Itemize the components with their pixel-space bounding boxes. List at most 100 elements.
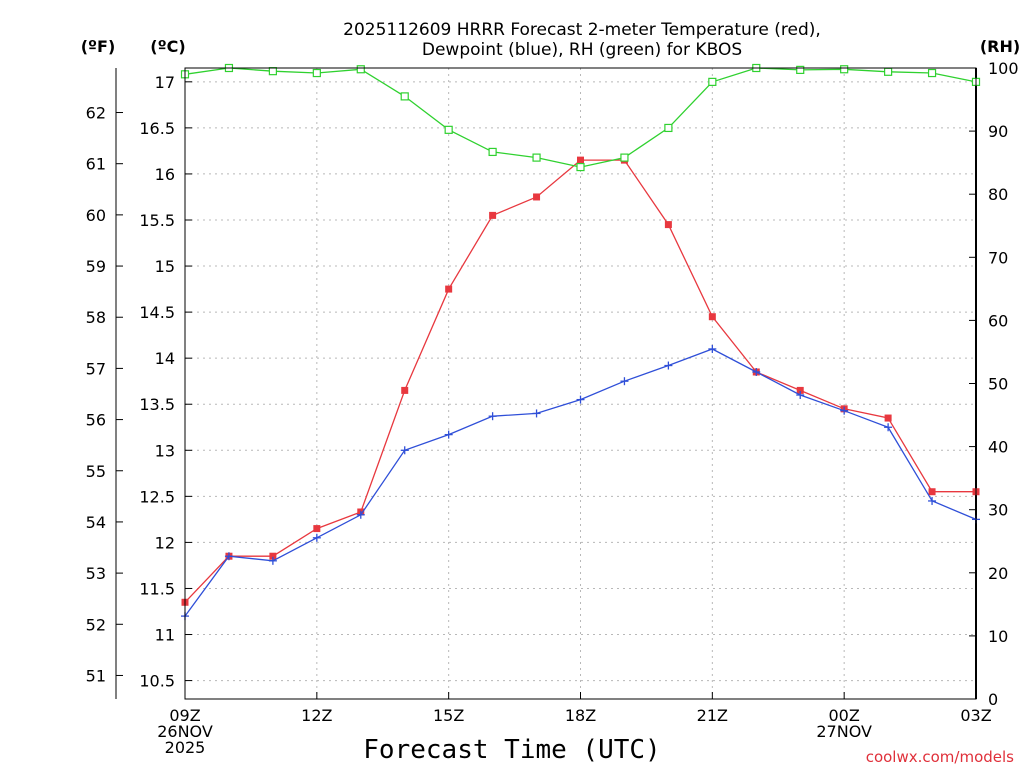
series-rh	[180, 63, 981, 172]
fahrenheit-axis: 51 52 53 54 55 56 57 58 59 60 61 62	[86, 68, 123, 699]
rh-point	[796, 65, 805, 74]
rh-point	[488, 147, 497, 157]
celsius-tick-label: 16	[155, 165, 175, 184]
temperature-point	[269, 552, 277, 560]
celsius-tick-label: 15	[155, 257, 175, 276]
x-tick-label: 15Z	[433, 706, 464, 725]
celsius-unit-label: (ºC)	[150, 37, 185, 56]
fahrenheit-tick-label: 62	[86, 104, 106, 123]
temperature-point	[928, 488, 936, 496]
dewpoint-point	[752, 367, 761, 376]
rh-tick-label: 70	[988, 248, 1008, 267]
celsius-tick-label: 12	[155, 533, 175, 552]
chart-title-line-1: 2025112609 HRRR Forecast 2-meter Tempera…	[343, 20, 821, 40]
dewpoint-point	[884, 423, 893, 432]
x-tick-label: 2025	[165, 738, 206, 757]
rh-point	[840, 65, 849, 74]
fahrenheit-tick-label: 53	[86, 564, 106, 583]
rh-point	[664, 123, 673, 133]
x-tick-label: 09Z	[169, 706, 200, 725]
fahrenheit-tick-label: 52	[86, 615, 106, 634]
temperature-point	[533, 193, 541, 201]
rh-tick-label: 100	[988, 59, 1019, 78]
temperature-point	[664, 221, 672, 229]
credit-text: coolwx.com/models	[866, 748, 1014, 766]
dewpoint-point	[400, 446, 409, 455]
temperature-point	[884, 414, 892, 422]
series-layer	[180, 63, 981, 621]
dewpoint-point	[664, 361, 673, 370]
rh-tick-label: 60	[988, 311, 1008, 330]
temperature-point	[489, 211, 497, 219]
fahrenheit-tick-label: 56	[86, 411, 106, 430]
rh-point	[312, 68, 321, 78]
celsius-tick-label: 14.5	[139, 303, 175, 322]
x-tick-label: 27NOV	[816, 722, 872, 741]
dewpoint-point	[840, 406, 849, 415]
rh-tick-label: 50	[988, 375, 1008, 394]
x-tick-label: 26NOV	[157, 722, 213, 741]
fahrenheit-tick-label: 60	[86, 206, 106, 225]
rh-point	[268, 67, 277, 76]
dewpoint-point	[488, 412, 497, 421]
x-tick-label: 00Z	[829, 706, 860, 725]
celsius-axis: 10.5 11 11.5 12 12.5 13 13.5 14 14.5 15 15.5 16 16.5…	[139, 73, 192, 691]
chart-title-line-2: Dewpoint (blue), RH (green) for KBOS	[422, 40, 742, 60]
x-tick-label: 21Z	[697, 706, 728, 725]
fahrenheit-tick-label: 51	[86, 666, 106, 685]
rh-point	[620, 153, 629, 162]
celsius-tick-label: 12.5	[139, 487, 175, 506]
temperature-point	[401, 386, 409, 394]
rh-point	[356, 65, 365, 74]
fahrenheit-tick-label: 54	[86, 513, 106, 532]
rh-point	[444, 125, 453, 134]
plot-frame	[184, 67, 977, 700]
dewpoint-point	[356, 510, 365, 519]
dewpoint-point	[708, 344, 717, 353]
celsius-tick-label: 13.5	[139, 395, 175, 414]
celsius-tick-label: 17	[155, 73, 175, 92]
rh-tick-label: 30	[988, 501, 1008, 520]
rh-tick-label: 10	[988, 627, 1008, 646]
fahrenheit-tick-label: 59	[86, 257, 106, 276]
x-tick-label: 18Z	[565, 706, 596, 725]
celsius-tick-label: 11.5	[139, 579, 175, 598]
rh-tick-label: 0	[988, 690, 998, 709]
rh-point	[532, 153, 541, 162]
fahrenheit-tick-label: 55	[86, 462, 106, 481]
dewpoint-point	[796, 391, 805, 400]
dewpoint-point	[532, 409, 541, 418]
rh-tick-label: 80	[988, 185, 1008, 204]
x-tick-label: 03Z	[960, 706, 991, 725]
temperature-point	[445, 285, 453, 293]
rh-point	[927, 68, 937, 78]
temperature-point	[313, 525, 321, 533]
rh-unit-label: (RH)	[980, 37, 1020, 56]
celsius-tick-label: 16.5	[139, 119, 175, 138]
fahrenheit-unit-label: (ºF)	[81, 37, 116, 56]
celsius-tick-label: 10.5	[139, 672, 175, 691]
rh-point	[576, 162, 585, 172]
temperature-point	[708, 313, 716, 321]
temperature-point	[796, 386, 804, 394]
dewpoint-point	[576, 395, 585, 404]
series-dewpoint	[181, 344, 980, 621]
fahrenheit-tick-label: 57	[86, 359, 106, 378]
fahrenheit-tick-label: 61	[86, 155, 106, 174]
x-tick-label: 12Z	[301, 706, 332, 725]
celsius-tick-label: 13	[155, 441, 175, 460]
rh-point	[884, 67, 893, 76]
dewpoint-point	[928, 496, 937, 505]
dewpoint-point	[620, 377, 629, 386]
rh-tick-label: 90	[988, 122, 1008, 141]
fahrenheit-tick-label: 58	[86, 308, 106, 327]
celsius-tick-label: 15.5	[139, 211, 175, 230]
rh-tick-label: 40	[988, 438, 1008, 457]
dewpoint-point	[444, 430, 453, 439]
temperature-point	[577, 156, 584, 164]
dewpoint-point	[268, 556, 277, 565]
celsius-tick-label: 14	[155, 349, 175, 368]
rh-point	[708, 77, 717, 86]
